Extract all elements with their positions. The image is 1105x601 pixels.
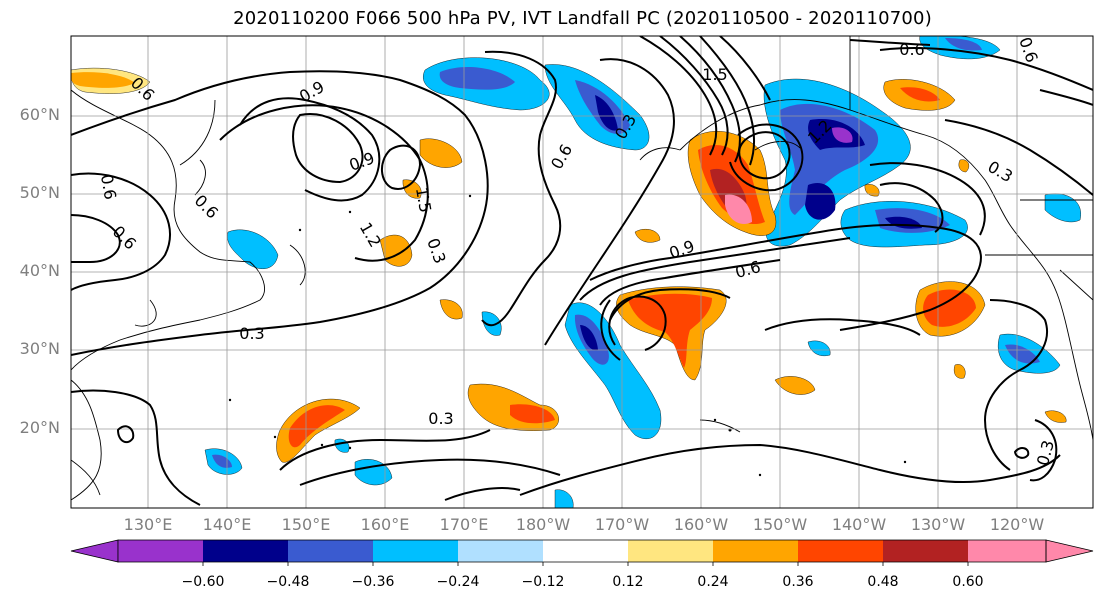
- positive-anomaly: [923, 289, 976, 327]
- positive-anomaly: [628, 293, 712, 368]
- positive-anomaly: [953, 364, 966, 379]
- colorbar-extend-low: [70, 539, 119, 563]
- negative-anomaly: [439, 67, 515, 90]
- negative-anomaly: [1005, 344, 1040, 364]
- lon-label: 150°E: [281, 515, 331, 534]
- positive-anomaly: [725, 194, 752, 225]
- shaded-anomalies: [71, 36, 1081, 508]
- map-title: 2020110200 F066 500 hPa PV, IVT Landfall…: [233, 8, 932, 29]
- negative-anomaly: [805, 182, 836, 220]
- positive-anomaly: [439, 299, 463, 320]
- colorbar-tick-label: 0.12: [612, 574, 644, 590]
- positive-anomaly: [510, 404, 555, 424]
- pv-contours: [71, 36, 1093, 506]
- colorbar-tick-label: 0.48: [867, 574, 899, 590]
- lon-label: 160°E: [360, 515, 410, 534]
- contour-label: 0.6: [899, 40, 924, 59]
- colorbar-tick-label: −0.36: [351, 574, 395, 590]
- contour-label: 1.5: [702, 65, 727, 84]
- map-area: 0.6 0.9 0.9 0.6 0.6 0.6 1.2 1.5 0.3 0.3 …: [71, 36, 1093, 508]
- lon-label: 150°W: [752, 515, 808, 534]
- colorbar-tick-label: −0.12: [521, 574, 565, 590]
- lon-label: 160°W: [673, 515, 729, 534]
- lon-label: 180°W: [515, 515, 571, 534]
- negative-anomaly: [580, 325, 598, 351]
- colorbar-tick-label: 0.60: [952, 574, 984, 590]
- colorbar-ticks: [202, 562, 969, 566]
- negative-anomaly: [1044, 193, 1081, 223]
- colorbar-tick-label: 0.24: [697, 574, 729, 590]
- colorbar-swatch: [713, 540, 798, 562]
- negative-anomaly: [595, 95, 618, 131]
- lat-label: 30°N: [19, 339, 60, 358]
- lat-label: 50°N: [19, 183, 60, 202]
- positive-anomaly: [958, 159, 970, 173]
- graticule: [71, 36, 1093, 508]
- positive-anomaly: [634, 229, 661, 243]
- colorbar-tick-label: −0.48: [266, 574, 310, 590]
- lon-label: 170°W: [594, 515, 650, 534]
- lon-label: 130°W: [910, 515, 966, 534]
- colorbar-swatch: [628, 540, 713, 562]
- contour-label: 1.5: [412, 186, 435, 214]
- coastlines: [71, 36, 1093, 501]
- lat-label: 20°N: [19, 418, 60, 437]
- lon-label: 170°E: [439, 515, 489, 534]
- positive-anomaly: [288, 405, 345, 448]
- colorbar-swatch: [798, 540, 883, 562]
- negative-anomaly: [554, 489, 574, 508]
- colorbar-swatch: [118, 540, 203, 562]
- colorbar-extend-high: [1045, 539, 1094, 563]
- colorbar-swatch: [288, 540, 373, 562]
- positive-anomaly: [1044, 410, 1067, 423]
- colorbar-tick-label: 0.36: [782, 574, 814, 590]
- negative-anomaly: [481, 311, 502, 336]
- colorbar: [70, 539, 1094, 566]
- colorbar-swatch: [373, 540, 458, 562]
- negative-anomaly: [832, 127, 853, 143]
- positive-anomaly: [419, 138, 463, 168]
- contour-label: 0.6: [97, 173, 120, 201]
- lon-label: 140°E: [202, 515, 252, 534]
- colorbar-tick-label: −0.60: [181, 574, 225, 590]
- negative-anomaly: [227, 229, 279, 269]
- negative-anomaly: [945, 38, 982, 51]
- positive-anomaly: [71, 72, 135, 88]
- lon-label: 130°E: [123, 515, 173, 534]
- positive-anomaly: [864, 184, 880, 197]
- lat-label: 60°N: [19, 105, 60, 124]
- colorbar-outline: [117, 539, 1047, 563]
- colorbar-swatch: [458, 540, 543, 562]
- positive-anomaly: [774, 376, 816, 395]
- colorbar-swatch: [883, 540, 968, 562]
- colorbar-swatch: [543, 540, 628, 562]
- positive-anomaly: [900, 87, 940, 102]
- colorbar-swatch: [968, 540, 1046, 562]
- colorbar-swatch: [203, 540, 288, 562]
- lon-label: 140°W: [831, 515, 887, 534]
- contour-label: 0.3: [428, 409, 453, 428]
- map-frame: [70, 35, 1094, 509]
- lon-label: 120°W: [989, 515, 1045, 534]
- islands: [228, 194, 907, 477]
- contour-label: 0.3: [239, 324, 264, 343]
- colorbar-tick-label: −0.24: [436, 574, 480, 590]
- lat-label: 40°N: [19, 261, 60, 280]
